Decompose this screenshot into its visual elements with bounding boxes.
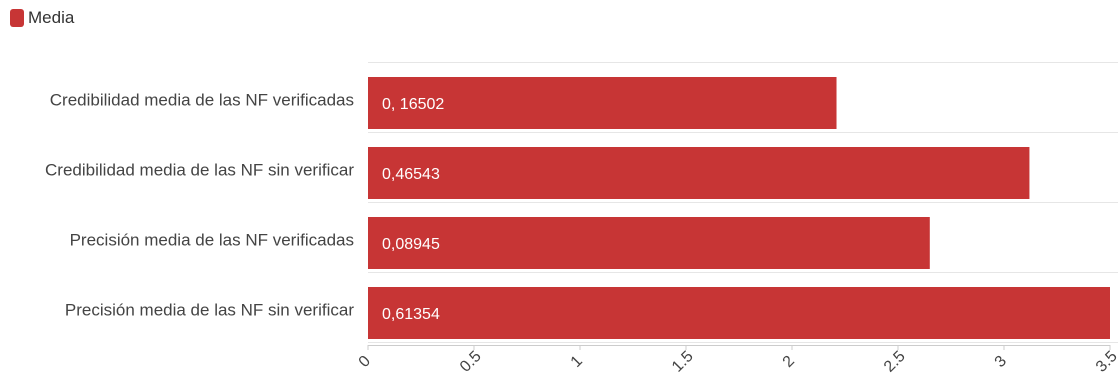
bar[interactable] (368, 287, 1110, 339)
legend-swatch (10, 9, 24, 27)
x-tick-label: 1.5 (669, 348, 697, 376)
data-label: 0,46543 (382, 166, 440, 183)
category-label: Precisión media de las NF sin verificar (65, 300, 354, 319)
legend-label: Media (28, 8, 75, 27)
x-tick-label: 2 (780, 353, 798, 371)
bar[interactable] (368, 77, 837, 129)
x-tick-label: 3 (992, 353, 1010, 371)
bar[interactable] (368, 147, 1030, 199)
x-tick-label: 2.5 (881, 348, 909, 376)
x-tick-label: 0 (356, 353, 374, 371)
category-label: Precisión media de las NF verificadas (70, 230, 354, 249)
bar[interactable] (368, 217, 930, 269)
category-label: Credibilidad media de las NF verificadas (50, 90, 354, 109)
category-label: Credibilidad media de las NF sin verific… (45, 160, 354, 179)
x-tick-label: 0.5 (457, 348, 485, 376)
legend[interactable]: Media (10, 8, 74, 28)
data-label: 0,61354 (382, 306, 440, 323)
data-label: 0,08945 (382, 236, 440, 253)
x-tick-label: 3.5 (1093, 348, 1120, 376)
x-tick-label: 1 (568, 353, 586, 371)
data-label: 0, 16502 (382, 96, 444, 113)
